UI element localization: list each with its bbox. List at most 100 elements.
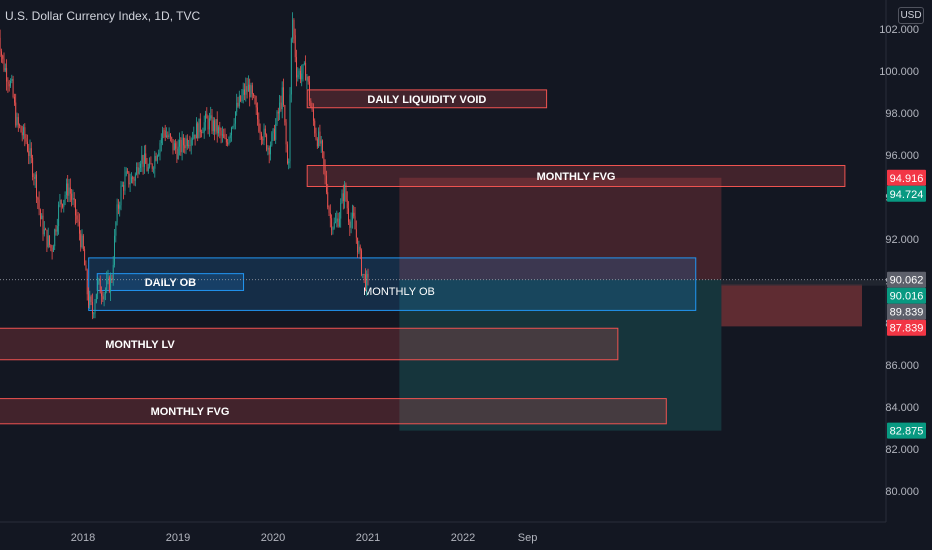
candle-body [158, 152, 160, 156]
candle-body [49, 235, 50, 245]
candle-body [102, 296, 104, 300]
candle-body [63, 200, 65, 207]
candle-body [144, 153, 145, 167]
candle-body [281, 87, 283, 110]
candle-body [220, 130, 222, 136]
candle-body [246, 86, 248, 92]
price-badge [887, 319, 926, 336]
candle-body [186, 138, 188, 147]
position-target-zone[interactable] [399, 279, 722, 431]
candle-body [134, 174, 136, 181]
zone-rectangles[interactable]: DAILY LIQUIDITY VOID MONTHLY FVG MONTHLY O… [0, 89, 846, 425]
candle-body [206, 113, 208, 119]
candle-body [251, 85, 253, 94]
candle-body [331, 218, 333, 231]
candle-body [185, 138, 187, 149]
candle-body [271, 133, 273, 146]
candle-body [357, 237, 359, 253]
zone-box[interactable] [306, 165, 846, 187]
candle-body [214, 120, 216, 132]
price-badge [887, 185, 926, 202]
candle-body [14, 97, 15, 103]
candle-body [98, 279, 100, 281]
candle-body [279, 102, 281, 114]
candle-body [229, 135, 231, 139]
candle-body [2, 55, 4, 59]
candle-body [107, 277, 109, 281]
candle-body [211, 115, 213, 132]
candle-body [85, 265, 87, 271]
candle-body [337, 218, 339, 227]
candle-body [138, 167, 140, 174]
candle-body [235, 111, 236, 124]
candle-body [101, 293, 102, 297]
candle-body [20, 126, 22, 133]
candle-body [160, 138, 162, 144]
candle-body [323, 151, 325, 167]
candle-body [72, 198, 74, 200]
y-tick-label: 84.000 [885, 402, 919, 414]
candle-body [141, 154, 143, 164]
candle-body [162, 130, 164, 139]
candle-body [352, 212, 353, 221]
candle-body [69, 187, 71, 194]
candle-body [149, 163, 151, 168]
zone-label: MONTHLY FVG [537, 171, 616, 183]
candle-body [25, 138, 27, 142]
x-tick-label: 2022 [451, 532, 475, 544]
candle-body [319, 131, 321, 144]
price-badge-label: 87.839 [890, 323, 924, 335]
candle-body [223, 134, 225, 138]
candle-body [355, 229, 357, 238]
candle-body [15, 102, 17, 126]
candle-body [94, 302, 96, 314]
candle-body [267, 147, 269, 150]
candle-body [132, 177, 134, 179]
candle-body [154, 155, 156, 169]
time-axis[interactable]: 2018 2019 2020 2021 2022 Sep [71, 532, 538, 544]
candle-body [193, 134, 195, 139]
zone-box[interactable] [0, 327, 619, 361]
candle-body [288, 161, 290, 164]
candle-body [272, 128, 274, 134]
candle-body [167, 135, 169, 138]
candle-body [354, 216, 356, 230]
candle-body [120, 186, 122, 206]
candle-body [198, 118, 200, 139]
candle-body [359, 246, 361, 251]
candle-body [328, 207, 330, 213]
candle-body [248, 84, 249, 92]
candle-body [197, 123, 199, 139]
zone-box[interactable] [0, 398, 667, 425]
price-badges: 94.916 94.724 90.062 90.016 89.839 87.839 82.8… [887, 169, 926, 439]
short-position-tool[interactable] [399, 177, 886, 431]
candle-body [188, 144, 190, 147]
side-position-zone[interactable] [721, 284, 862, 327]
candle-body [316, 139, 318, 147]
candle-body [4, 68, 6, 71]
candle-body [311, 107, 313, 110]
currency-button[interactable]: USD [898, 7, 924, 24]
candle-body [79, 221, 80, 234]
candle-body [228, 138, 230, 145]
price-badge-label: 94.724 [890, 189, 924, 201]
candle-body [210, 115, 212, 119]
candle-body [172, 138, 174, 151]
position-stop-zone[interactable] [399, 177, 722, 280]
candle-body [322, 140, 323, 152]
candle-body [346, 199, 348, 209]
candle-body [53, 246, 54, 252]
candle-body [290, 38, 292, 95]
candle-body [118, 204, 119, 209]
candle-body [333, 222, 335, 228]
candle-body [318, 131, 320, 147]
candle-body [350, 220, 352, 228]
side-position-band [721, 279, 886, 286]
zone-box[interactable] [306, 89, 548, 109]
candle-body [171, 137, 173, 139]
zone-box[interactable] [88, 257, 697, 311]
candle-body [173, 143, 175, 151]
y-tick-label: 100.000 [879, 66, 919, 78]
